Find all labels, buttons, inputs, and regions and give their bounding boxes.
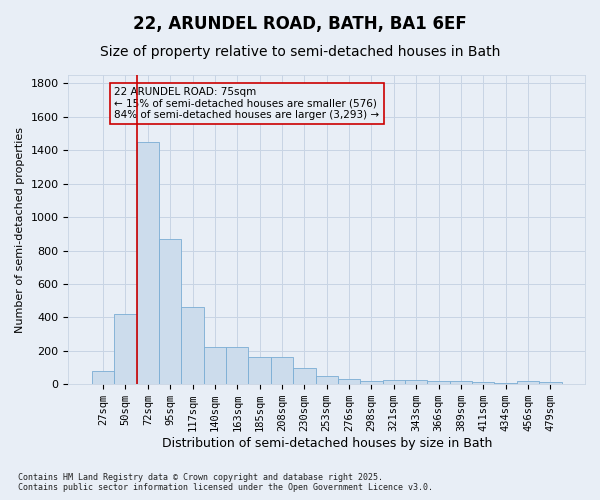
Bar xyxy=(383,380,405,384)
Bar xyxy=(293,368,316,384)
Bar xyxy=(271,358,293,384)
X-axis label: Distribution of semi-detached houses by size in Bath: Distribution of semi-detached houses by … xyxy=(161,437,492,450)
Bar xyxy=(159,239,181,384)
Bar xyxy=(494,382,517,384)
Bar xyxy=(360,381,383,384)
Text: 22 ARUNDEL ROAD: 75sqm
← 15% of semi-detached houses are smaller (576)
84% of se: 22 ARUNDEL ROAD: 75sqm ← 15% of semi-det… xyxy=(114,86,379,120)
Bar xyxy=(405,380,427,384)
Bar xyxy=(316,376,338,384)
Bar xyxy=(427,381,450,384)
Bar xyxy=(472,382,494,384)
Bar xyxy=(517,381,539,384)
Text: Contains HM Land Registry data © Crown copyright and database right 2025.
Contai: Contains HM Land Registry data © Crown c… xyxy=(18,473,433,492)
Bar xyxy=(539,382,562,384)
Bar xyxy=(92,371,114,384)
Y-axis label: Number of semi-detached properties: Number of semi-detached properties xyxy=(15,126,25,332)
Text: 22, ARUNDEL ROAD, BATH, BA1 6EF: 22, ARUNDEL ROAD, BATH, BA1 6EF xyxy=(133,15,467,33)
Bar xyxy=(226,348,248,384)
Bar xyxy=(114,314,137,384)
Bar xyxy=(450,381,472,384)
Text: Size of property relative to semi-detached houses in Bath: Size of property relative to semi-detach… xyxy=(100,45,500,59)
Bar xyxy=(181,308,204,384)
Bar xyxy=(338,379,360,384)
Bar xyxy=(248,358,271,384)
Bar xyxy=(137,142,159,384)
Bar xyxy=(204,348,226,384)
